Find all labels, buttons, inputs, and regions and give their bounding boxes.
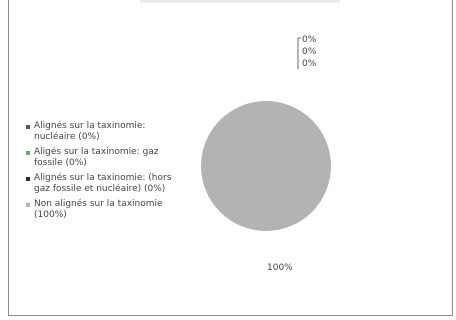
slice-label-not-aligned: 100% <box>267 263 293 273</box>
slice-label-other-aligned: 0% <box>302 59 317 69</box>
legend-item-not-aligned: Non alignés sur la taxinomie (100%) <box>26 199 186 221</box>
leader-lines <box>297 37 301 69</box>
legend-swatch-not-aligned <box>26 203 30 207</box>
leader-line-zero-slices <box>297 37 301 69</box>
legend-label-fossil-gas: Aligés sur la taxinomie: gaz fossile (0%… <box>34 147 159 168</box>
slice-label-fossil-gas: 0% <box>302 47 317 57</box>
legend-item-other-aligned: Alignés sur la taxinomie: (hors gaz foss… <box>26 173 186 195</box>
chart-title-strip <box>140 0 340 3</box>
legend: Alignés sur la taxinomie: nucléaire (0%)… <box>26 121 186 225</box>
legend-swatch-other-aligned <box>26 177 30 181</box>
slice-label-nuclear: 0% <box>302 35 317 45</box>
pie-slice-3 <box>201 101 331 231</box>
legend-swatch-nuclear <box>26 125 30 129</box>
chart-frame <box>8 0 453 316</box>
legend-swatch-fossil-gas <box>26 151 30 155</box>
legend-item-fossil-gas: Aligés sur la taxinomie: gaz fossile (0%… <box>26 147 186 169</box>
legend-label-other-aligned: Alignés sur la taxinomie: (hors gaz foss… <box>34 173 172 194</box>
legend-item-nuclear: Alignés sur la taxinomie: nucléaire (0%) <box>26 121 186 143</box>
legend-label-not-aligned: Non alignés sur la taxinomie (100%) <box>34 199 163 220</box>
legend-label-nuclear: Alignés sur la taxinomie: nucléaire (0%) <box>34 121 146 142</box>
pie-slices <box>201 101 331 231</box>
